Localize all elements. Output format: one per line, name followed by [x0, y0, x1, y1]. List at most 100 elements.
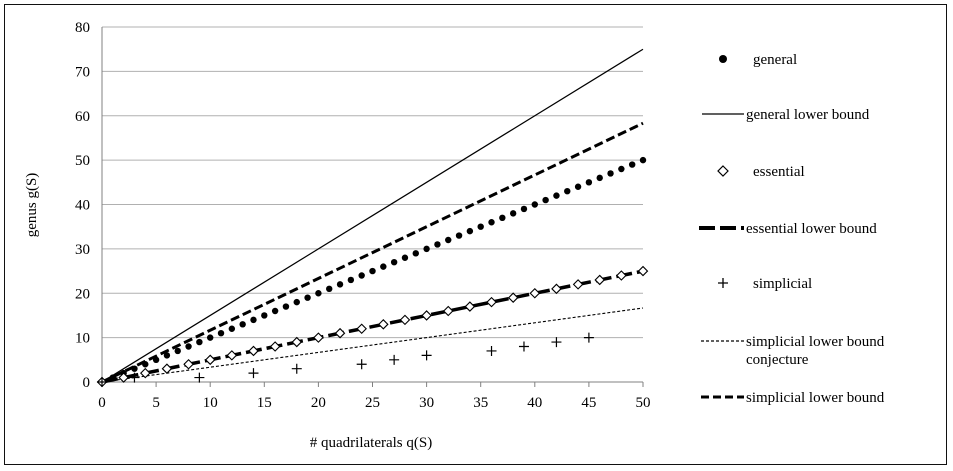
point-general — [217, 329, 225, 337]
legend-item-simplicial: simplicial — [718, 276, 812, 292]
legend-label-general-lower-bound: general lower bound — [746, 107, 870, 123]
y-axis-title: genus g(S) — [24, 173, 40, 238]
x-tick-label: 10 — [203, 395, 218, 411]
point-general — [380, 263, 387, 270]
point-general — [488, 219, 495, 226]
point-general — [390, 258, 398, 266]
point-general — [304, 294, 311, 301]
y-tick-label: 50 — [75, 153, 90, 169]
y-tick-label: 60 — [75, 109, 90, 125]
point-essential — [204, 354, 216, 366]
point-general — [196, 338, 203, 346]
legend-swatch-general — [719, 55, 727, 63]
legend-swatch-essential — [717, 165, 729, 177]
point-essential — [291, 336, 303, 348]
point-general — [315, 290, 322, 297]
legend-item-general-lower-bound: general lower bound — [702, 107, 870, 123]
point-essential — [486, 296, 497, 308]
point-general — [142, 361, 149, 368]
point-essential — [161, 363, 173, 374]
y-tick-label: 40 — [75, 198, 90, 214]
x-tick-label: 25 — [365, 395, 380, 411]
series-markers — [96, 156, 649, 388]
point-general — [585, 179, 593, 186]
point-general — [412, 250, 419, 257]
y-tick-label: 70 — [75, 64, 90, 80]
point-essential — [594, 274, 605, 286]
series-line-general-lower-bound — [101, 48, 644, 383]
point-general — [466, 227, 474, 235]
point-general — [455, 232, 463, 239]
point-essential — [183, 358, 194, 370]
point-essential — [313, 332, 324, 343]
point-general — [618, 165, 625, 173]
point-essential — [616, 270, 627, 281]
legend-item-essential: essential — [717, 164, 805, 180]
x-tick-label: 40 — [527, 395, 542, 411]
x-axis-title: # quadrilaterals q(S) — [310, 435, 432, 451]
series-line-simplicial-lower-bound-conjecture — [101, 307, 644, 383]
point-general — [509, 210, 517, 217]
point-general — [250, 316, 257, 324]
point-general — [596, 174, 603, 182]
point-simplicial — [248, 368, 259, 379]
point-general — [434, 241, 441, 248]
point-essential — [399, 314, 411, 326]
point-essential — [378, 319, 389, 330]
point-essential — [356, 323, 367, 335]
x-tick-label: 45 — [581, 395, 596, 411]
point-essential — [507, 292, 519, 303]
legend-label-simplicial-conjecture-line2: conjecture — [746, 352, 809, 368]
point-general — [369, 267, 376, 275]
point-simplicial — [551, 337, 562, 348]
legend-swatch-simplicial — [718, 278, 728, 288]
point-simplicial — [291, 363, 302, 374]
point-essential — [118, 372, 129, 383]
x-tick-label: 30 — [419, 395, 434, 411]
point-general — [477, 223, 484, 230]
point-general — [152, 356, 160, 364]
point-general — [271, 307, 279, 315]
point-general — [499, 214, 506, 222]
point-simplicial — [486, 345, 497, 356]
point-general — [336, 281, 344, 288]
point-essential — [464, 301, 476, 312]
y-tick-labels: 0 10 20 30 40 50 60 70 80 — [75, 20, 90, 391]
series-lines — [101, 48, 644, 384]
y-tick-label: 80 — [75, 20, 90, 36]
gridlines — [102, 26, 643, 339]
point-general — [564, 187, 571, 195]
point-simplicial — [518, 341, 529, 352]
point-simplicial — [97, 377, 107, 387]
point-general — [358, 272, 365, 279]
point-general — [542, 196, 549, 204]
point-essential — [334, 327, 346, 339]
point-general — [574, 183, 582, 190]
point-general — [174, 347, 181, 355]
legend-item-essential-lower-bound: essential lower bound — [699, 221, 877, 237]
point-general — [185, 343, 192, 350]
y-tick-label: 0 — [83, 375, 91, 391]
point-general — [109, 374, 117, 381]
point-essential — [572, 279, 584, 290]
point-simplicial — [421, 350, 432, 361]
series-line-simplicial-lower-bound — [101, 121, 644, 384]
series-line-essential-lower-bound — [101, 269, 644, 384]
x-tick-label: 20 — [311, 395, 326, 411]
y-tick-label: 10 — [75, 331, 90, 347]
legend-label-simplicial-conjecture-line1: simplicial lower bound — [746, 334, 885, 350]
legend-label-general: general — [753, 52, 797, 68]
point-essential — [226, 350, 238, 361]
point-general — [401, 254, 409, 261]
point-general — [531, 201, 538, 208]
point-essential — [551, 283, 562, 295]
point-essential — [140, 367, 151, 379]
legend-label-simplicial-lower-bound: simplicial lower bound — [746, 390, 885, 406]
point-general — [607, 170, 614, 177]
point-simplicial — [356, 359, 367, 370]
legend-label-essential: essential — [753, 164, 805, 180]
point-general — [553, 192, 560, 199]
point-essential — [269, 341, 281, 352]
y-tick-label: 20 — [75, 286, 90, 302]
point-simplicial — [129, 372, 140, 383]
